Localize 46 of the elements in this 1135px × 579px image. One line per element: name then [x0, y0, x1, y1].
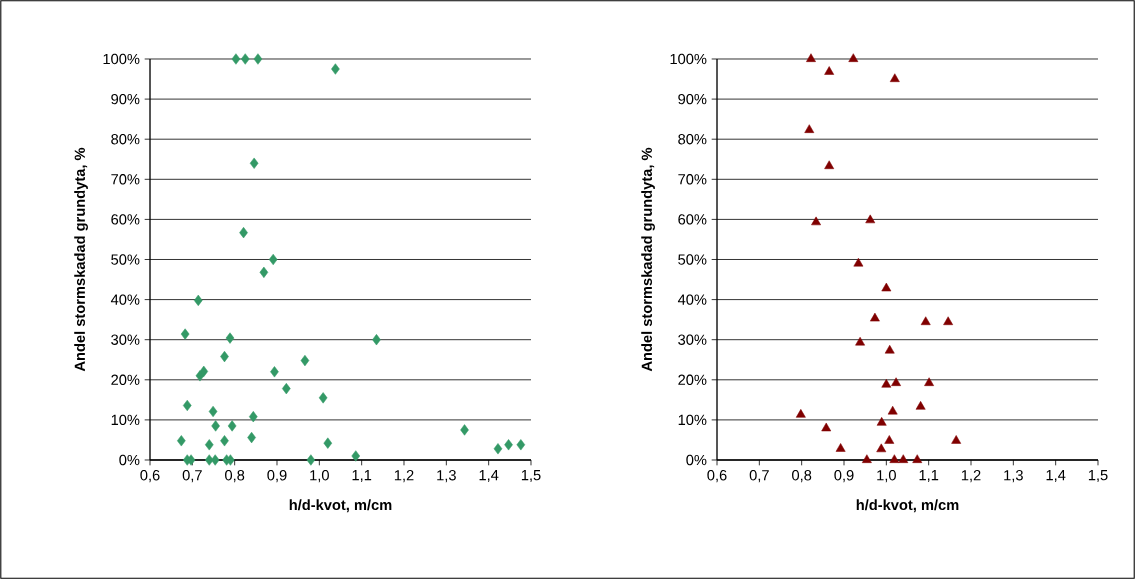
y-tick-label: 60% — [678, 214, 707, 225]
x-tick-label: 1,0 — [310, 470, 329, 483]
y-tick-label: 40% — [677, 294, 707, 305]
x-tick-label: 0,6 — [140, 470, 160, 483]
x-tick-label: 0,8 — [792, 470, 812, 483]
y-tick-label: 0% — [686, 454, 707, 466]
y-tick-label: 50% — [111, 254, 140, 265]
y-tick-label: 80% — [678, 134, 707, 145]
y-tick-label: 90% — [678, 93, 707, 105]
y-tick-label: 50% — [678, 254, 707, 265]
y-tick-label: 20% — [111, 374, 140, 385]
y-tick-label: 0% — [119, 454, 140, 466]
x-axis-title: h/d-kvot, m/cm — [856, 499, 959, 513]
y-tick-label: 90% — [111, 93, 140, 105]
y-tick-label: 40% — [110, 294, 140, 305]
x-tick-label: 1,5 — [521, 470, 541, 483]
x-tick-label: 1,4 — [479, 470, 499, 483]
x-tick-label: 1,1 — [919, 470, 939, 483]
y-tick-label: 10% — [111, 414, 140, 426]
x-tick-label: 0,7 — [182, 470, 202, 483]
y-tick-label: 80% — [111, 134, 140, 145]
y-tick-label: 70% — [111, 174, 140, 185]
x-axis-title: h/d-kvot, m/cm — [289, 499, 392, 513]
x-tick-label: 1,2 — [394, 470, 414, 483]
x-tick-label: 0,7 — [749, 470, 769, 483]
y-tick-label: 30% — [678, 334, 707, 345]
x-tick-label: 1,4 — [1046, 470, 1066, 483]
x-tick-label: 1,0 — [877, 470, 896, 483]
y-tick-label: 20% — [678, 374, 707, 385]
x-tick-label: 0,9 — [834, 470, 854, 483]
x-tick-label: 1,3 — [1004, 470, 1023, 483]
y-tick-label: 100% — [670, 53, 707, 65]
y-axis-title: Andel stormskadad grundyta, % — [74, 147, 88, 372]
y-tick-label: 30% — [111, 334, 140, 345]
x-tick-label: 0,8 — [225, 470, 245, 483]
y-tick-label: 10% — [678, 414, 707, 426]
y-axis-title: Andel stormskadad grundyta, % — [641, 147, 655, 372]
y-tick-label: 100% — [103, 53, 140, 65]
x-tick-label: 1,2 — [961, 470, 981, 483]
x-tick-label: 0,6 — [707, 470, 727, 483]
x-tick-label: 1,3 — [437, 470, 456, 483]
x-tick-label: 0,9 — [267, 470, 287, 483]
x-tick-label: 1,5 — [1088, 470, 1108, 483]
y-tick-label: 60% — [111, 214, 140, 225]
y-tick-label: 70% — [678, 174, 707, 185]
x-tick-label: 1,1 — [352, 470, 372, 483]
